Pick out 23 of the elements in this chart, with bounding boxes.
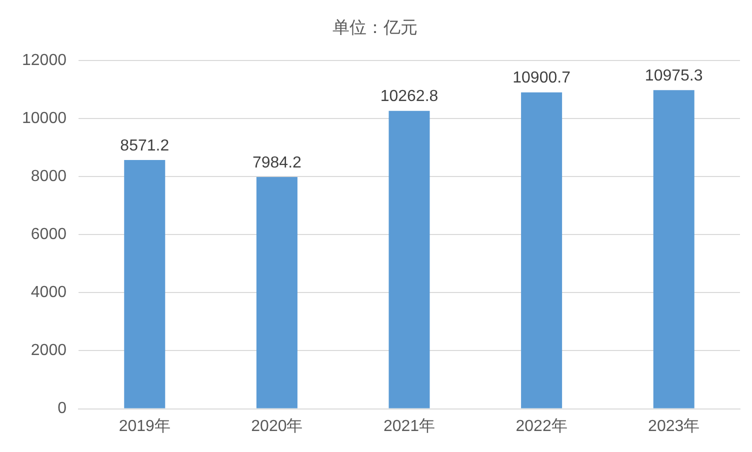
y-tick-label: 12000	[22, 52, 67, 69]
bar	[653, 90, 694, 408]
y-tick-label: 8000	[30, 168, 67, 185]
data-label: 10900.7	[512, 70, 571, 87]
y-tick-label: 4000	[30, 284, 67, 302]
chart-title: 单位：亿元	[332, 18, 418, 37]
bar	[124, 160, 166, 408]
x-tick-label: 2021年	[383, 418, 436, 435]
data-label: 10262.8	[380, 88, 438, 106]
bar	[521, 92, 562, 408]
x-tick-label: 2020年	[251, 418, 303, 435]
bar	[388, 110, 430, 408]
y-tick-label: 6000	[30, 226, 67, 244]
y-tick-label: 10000	[22, 110, 67, 127]
x-tick-label: 2022年	[516, 418, 568, 435]
y-tick-label: 0	[58, 400, 67, 418]
x-tick-label: 2019年	[118, 418, 170, 435]
x-tick-label: 2023年	[648, 418, 700, 435]
data-label: 7984.2	[252, 154, 302, 172]
data-label: 8571.2	[120, 137, 170, 154]
y-tick-label: 2000	[30, 342, 67, 360]
data-label: 10975.3	[644, 68, 703, 85]
bar	[256, 176, 298, 408]
